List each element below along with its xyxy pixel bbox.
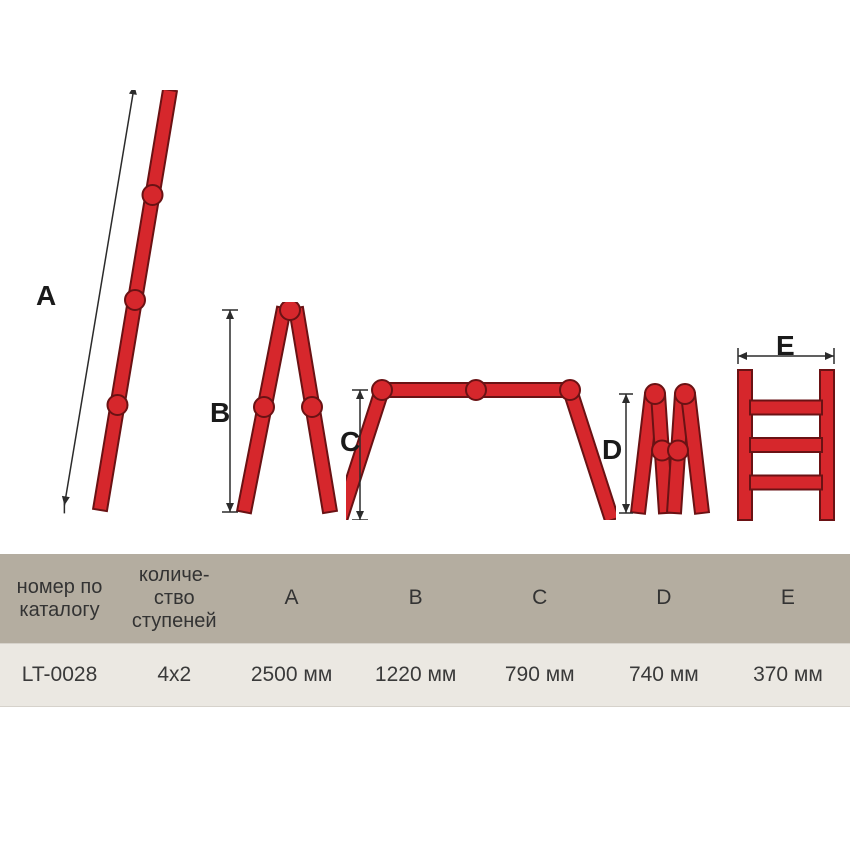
spec-col-1: количе-ство ступеней [119, 554, 230, 644]
spec-cell-6: 370 мм [726, 644, 850, 707]
spec-cell-4: 790 мм [478, 644, 602, 707]
dim-label-d: D [602, 434, 622, 466]
ladder-a-svg [40, 90, 210, 520]
spec-cell-3: 1220 мм [354, 644, 478, 707]
dim-label-a: A [36, 280, 56, 312]
dim-label-e: E [776, 330, 795, 362]
spec-col-5: D [602, 554, 726, 644]
spec-header-row: номер по каталогуколиче-ство ступенейABC… [0, 554, 850, 644]
spec-data-row: LT-00284x22500 мм1220 мм790 мм740 мм370 … [0, 644, 850, 707]
ladder-e-svg [726, 342, 846, 522]
ladder-b-svg [218, 302, 348, 522]
dim-label-c: C [340, 426, 360, 458]
spec-col-4: C [478, 554, 602, 644]
config-c: C [346, 370, 616, 520]
config-b: B [218, 302, 348, 522]
ladder-d-svg [618, 378, 718, 523]
spec-cell-1: 4x2 [119, 644, 230, 707]
ladder-c-svg [346, 370, 616, 520]
spec-col-6: E [726, 554, 850, 644]
spec-col-0: номер по каталогу [0, 554, 119, 644]
spec-col-2: A [230, 554, 354, 644]
config-e: E [726, 342, 846, 522]
spec-cell-2: 2500 мм [230, 644, 354, 707]
dim-label-b: B [210, 397, 230, 429]
config-a: A [40, 90, 210, 520]
spec-col-3: B [354, 554, 478, 644]
diagram-area: A B C D E [0, 90, 850, 540]
spec-cell-5: 740 мм [602, 644, 726, 707]
config-d: D [618, 378, 718, 523]
spec-cell-0: LT-0028 [0, 644, 119, 707]
spec-table: номер по каталогуколиче-ство ступенейABC… [0, 554, 850, 707]
